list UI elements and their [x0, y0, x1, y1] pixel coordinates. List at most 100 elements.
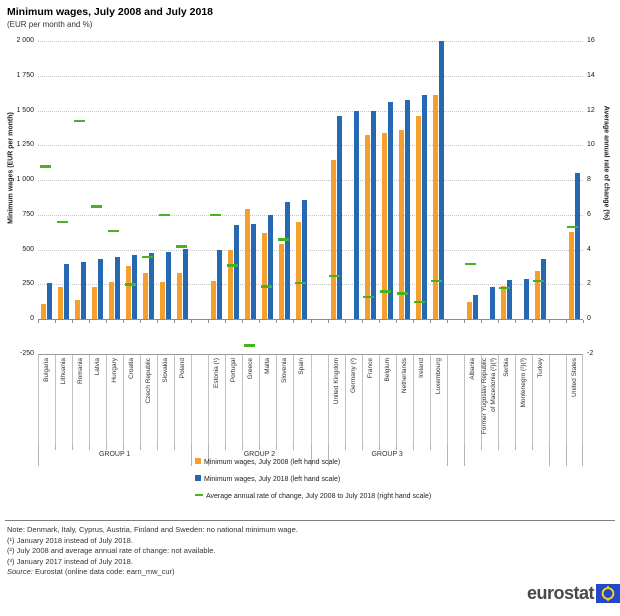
cell-boundary-tick [429, 445, 431, 450]
label-cell-border [361, 355, 363, 445]
bar-jul-2008 [568, 232, 574, 320]
bar-jul-2018 [421, 94, 427, 320]
cell-boundary-tick [123, 445, 125, 450]
country-label: Hungary [111, 358, 119, 383]
zero-axis-tick [106, 320, 108, 324]
cell-boundary-tick [157, 445, 159, 450]
rate-of-change-dash [90, 205, 102, 208]
bar-jul-2018 [387, 101, 393, 320]
eurostat-logo-text: eurostat [527, 583, 595, 603]
bar-jul-2018 [472, 295, 478, 320]
label-cell-border [293, 355, 295, 445]
bar-jul-2008 [41, 303, 47, 320]
left-axis-title: Minimum wages (EUR per month) [7, 112, 15, 224]
bar-jul-2008 [109, 281, 115, 320]
bar-jul-2018 [81, 262, 87, 320]
zero-axis-tick [208, 320, 210, 324]
country-label: Slovenia [281, 358, 289, 383]
bar-jul-2018 [234, 225, 240, 320]
plot-area: 2 000 16 1 750 14 1 500 12 1 250 10 1 000 8 750 6 50… [16, 37, 594, 357]
label-cell-border [55, 355, 57, 445]
label-cell-border [72, 355, 74, 445]
group-boundary-line [565, 445, 567, 466]
bar-jul-2008 [92, 287, 98, 320]
country-label: Bulgaria [43, 358, 51, 382]
bar-jul-2008 [398, 130, 404, 320]
label-cell-border [259, 355, 261, 445]
rate-of-change-dash [124, 283, 136, 286]
bar-jul-2008 [75, 299, 81, 320]
zero-axis-tick [344, 320, 346, 324]
left-axis-tick-label: 500 [22, 245, 34, 253]
left-axis-tick-label: 1 750 [16, 71, 34, 79]
cell-boundary-tick [242, 445, 244, 450]
group-boundary-line [38, 445, 39, 466]
left-axis-tick-label: 1 000 [16, 176, 34, 184]
label-cell-border [174, 355, 176, 445]
rate-of-change-dash [39, 165, 51, 168]
legend-item-2008: Minimum wages, July 2008 (left hand scal… [195, 458, 340, 466]
eurostat-logo: eurostat [527, 583, 620, 604]
country-label: Albania [468, 358, 476, 380]
country-label: Slovakia [162, 358, 170, 383]
label-cell-border [582, 355, 583, 445]
label-cell-border [378, 355, 380, 445]
group-boundary-line [208, 445, 210, 466]
bar-jul-2018 [64, 263, 70, 320]
legend-label-rate: Average annual rate of change, July 2008… [206, 493, 432, 500]
left-axis-tick-label: -250 [19, 350, 34, 357]
rate-of-change-dash [73, 119, 85, 123]
rate-of-change-dash [175, 245, 187, 248]
zero-axis-tick [72, 320, 74, 324]
label-cell-border [310, 355, 312, 445]
legend-swatch-2018-icon [195, 475, 201, 482]
zero-axis-tick [412, 320, 414, 324]
rate-of-change-dash [226, 264, 238, 267]
country-label: Romania [77, 358, 85, 385]
rate-of-change-dash [533, 279, 545, 283]
bar-jul-2018 [438, 41, 444, 320]
group-boundary-line [463, 445, 465, 466]
right-axis-tick-label: 16 [587, 37, 595, 44]
bar-jul-2008 [211, 280, 217, 320]
notes-block: Note: Denmark, Italy, Cyprus, Austria, F… [7, 525, 298, 578]
label-cell-border [548, 355, 550, 445]
cell-boundary-tick [89, 445, 91, 450]
group-label: GROUP 3 [371, 451, 403, 458]
cell-boundary-tick [361, 445, 363, 450]
gridline [38, 41, 583, 42]
zero-axis-tick [497, 320, 499, 324]
label-cell-border [106, 355, 108, 445]
bar-jul-2018 [540, 259, 546, 320]
legend-label-2018: Minimum wages, July 2018 (left hand scal… [204, 476, 341, 483]
bar-jul-2008 [58, 286, 64, 320]
label-cell-border [123, 355, 125, 445]
cell-boundary-tick [412, 445, 414, 450]
rate-of-change-dash [141, 255, 153, 258]
label-cell-border [242, 355, 244, 445]
group-boundary-line [191, 445, 193, 466]
rate-of-change-dash [158, 213, 170, 217]
label-cell-border [140, 355, 142, 445]
cell-boundary-tick [225, 445, 227, 450]
zero-axis-tick [123, 320, 125, 324]
bar-jul-2008 [466, 301, 472, 320]
bar-jul-2018 [404, 99, 410, 320]
zero-axis-tick [259, 320, 261, 324]
cell-boundary-tick [344, 445, 346, 450]
zero-axis-tick [583, 320, 584, 324]
rate-of-change-dash [243, 344, 255, 347]
zero-axis-line [38, 319, 583, 321]
rate-of-change-dash [107, 229, 119, 232]
cell-boundary-tick [140, 445, 142, 450]
zero-axis-tick [378, 320, 380, 324]
note-line-3: (²) July 2008 and average annual rate of… [7, 546, 216, 556]
group-boundary-line [446, 445, 448, 466]
gridline [38, 284, 583, 286]
country-label: Belgium [383, 358, 391, 382]
label-cell-border [395, 355, 397, 445]
bar-jul-2008 [381, 133, 387, 320]
right-axis-tick-label: 6 [587, 210, 591, 218]
note-line-2: (¹) January 2018 instead of July 2018. [7, 535, 133, 545]
country-label: United States [570, 358, 578, 398]
